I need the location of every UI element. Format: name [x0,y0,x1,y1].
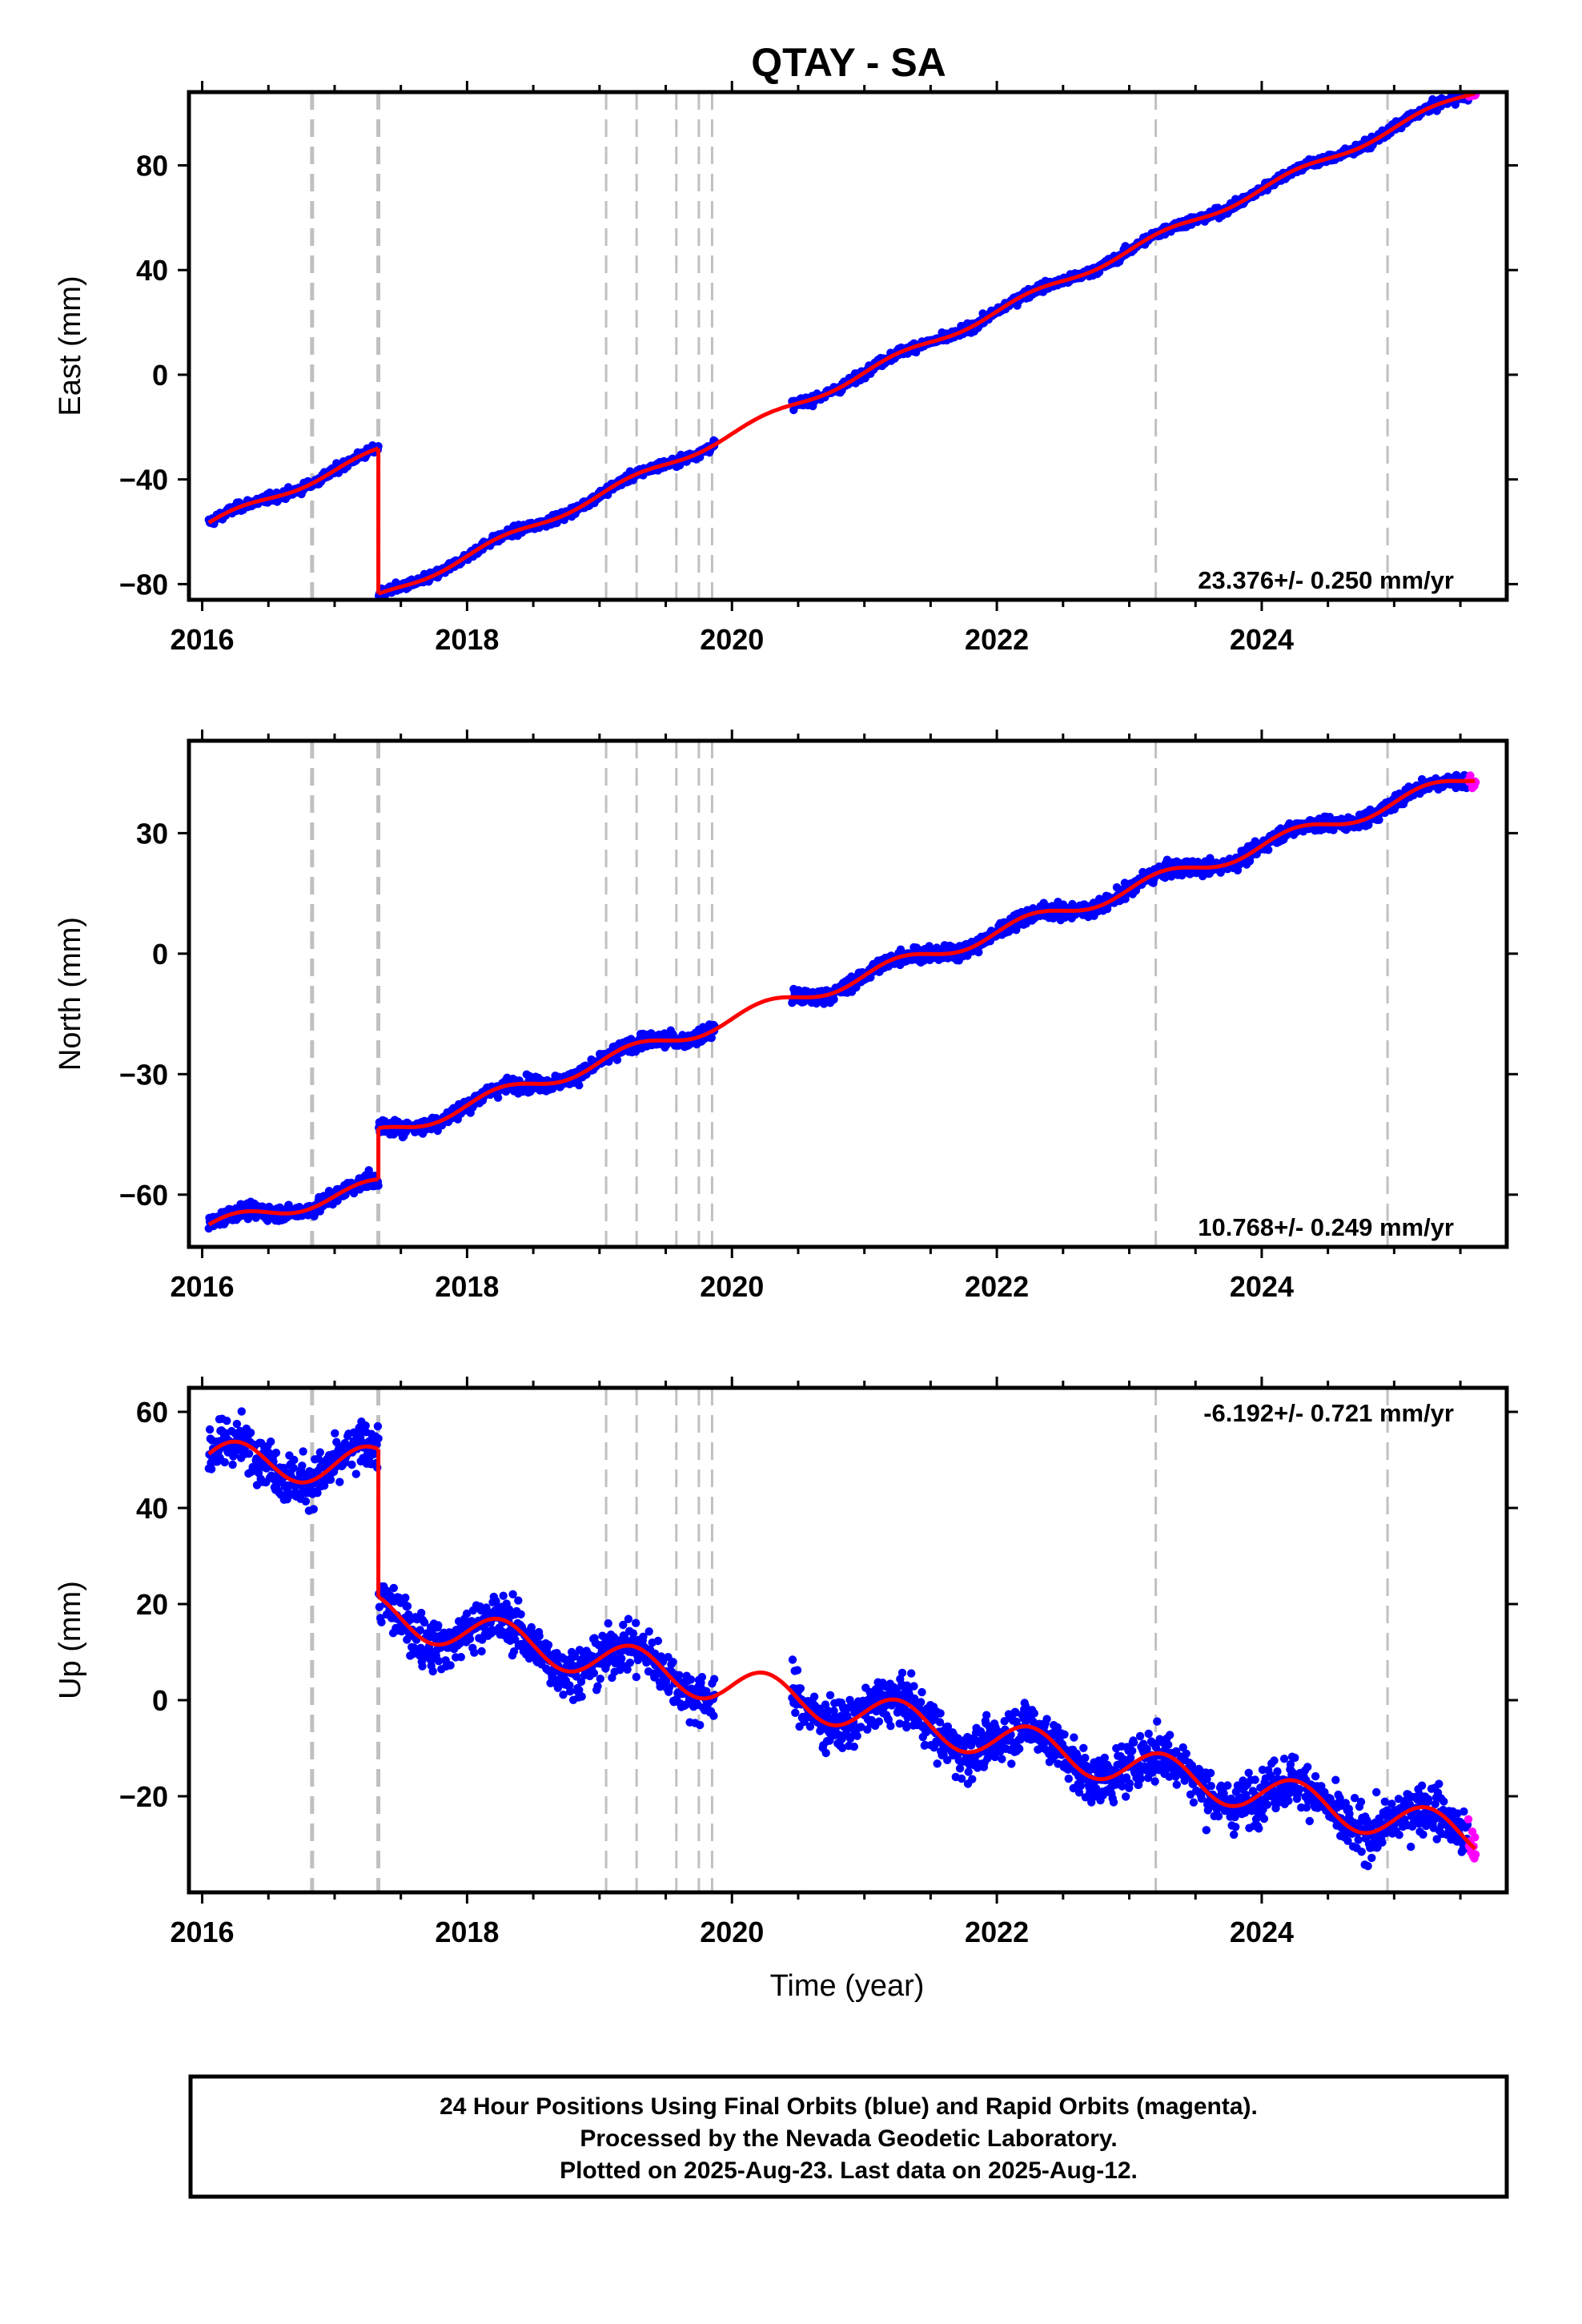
final-orbit-point [373,1421,383,1431]
final-orbit-point [361,1421,370,1430]
final-orbit-point [289,1463,298,1473]
x-tick-label: 2020 [700,1270,764,1303]
final-orbit-point [298,1462,307,1470]
final-orbit-point [707,1033,716,1043]
final-orbit-point [315,1448,324,1457]
final-orbit-point [232,1419,242,1429]
final-orbit-point [351,1470,360,1478]
x-tick-label: 2018 [435,1270,499,1303]
final-orbit-point [377,1618,386,1626]
final-orbit-point [1325,813,1335,822]
axes-frame [187,738,1509,1249]
x-tick-label: 2024 [1230,623,1294,656]
y-tick-label: −60 [119,1179,168,1212]
final-orbit-point [237,1407,246,1416]
x-tick-label: 2016 [170,623,234,656]
x-tick-label: 2020 [700,623,764,656]
y-tick-label: 40 [136,254,168,287]
y-tick-label: 0 [152,359,168,392]
y-axis-label: North (mm) [54,917,87,1071]
final-orbit-point [612,1055,622,1064]
final-orbit-point [335,1478,344,1486]
axes-frame [187,90,1509,602]
final-orbit-point [223,1417,231,1425]
velocity-rate-label: 23.376+/- 0.250 mm/yr [1198,566,1454,594]
y-tick-label: −80 [119,568,168,601]
final-orbit-point [374,1434,383,1443]
final-orbit-point [370,1449,379,1459]
final-orbit-point [326,1475,335,1484]
final-orbit-point [309,1505,318,1514]
final-orbit-point [220,1458,229,1467]
final-orbit-point [290,1455,299,1465]
final-orbit-point [575,1081,584,1090]
final-orbit-point [244,1449,254,1458]
final-orbit-point [493,1093,503,1102]
panels-group: 2016 2018 2020 2022 2024 −80 −40 0 40 80 East (mm)… [54,81,1518,1948]
east-panel: 2016 2018 2020 2022 2024 −80 −40 0 40 80 East (mm)… [54,81,1518,656]
final-orbit-point [205,1425,215,1434]
final-orbit-point [267,1437,275,1446]
final-orbit-point [207,1465,216,1474]
y-tick-label: −40 [119,464,168,497]
model-line [207,778,1476,1227]
x-tick-label: 2016 [170,1270,234,1303]
final-orbit-point [301,1497,311,1506]
model-line [207,92,1476,596]
final-orbit-point [1264,846,1273,854]
y-tick-label: −30 [119,1058,168,1091]
x-tick-label: 2022 [965,623,1029,656]
y-tick-label: 30 [136,817,168,850]
x-tick-label: 2022 [965,1270,1029,1303]
x-tick-label: 2024 [1230,1270,1294,1303]
final-orbit-point [228,1460,237,1470]
final-orbit-point [331,1429,339,1438]
final-orbit-point [1245,857,1255,866]
chart-title: QTAY - SA [751,40,946,85]
final-orbit-point [299,1447,307,1456]
final-orbit-point [374,1181,383,1190]
final-orbit-point [313,1489,322,1498]
final-orbit-point [271,1448,281,1458]
y-tick-label: 0 [152,938,168,971]
north-panel: 2016 2018 2020 2022 2024 −60 −30 0 30 North (mm) 1… [54,730,1518,1303]
y-tick-label: 80 [136,150,168,183]
final-orbit-point [974,947,983,957]
final-orbit-point [347,1460,356,1470]
x-tick-label: 2018 [435,623,499,656]
final-orbit-point [829,995,838,1004]
final-orbit-point [1375,815,1383,824]
final-orbit-point [246,1428,255,1437]
velocity-rate-label: 10.768+/- 0.249 mm/yr [1198,1213,1454,1241]
y-axis-label: East (mm) [54,275,87,416]
